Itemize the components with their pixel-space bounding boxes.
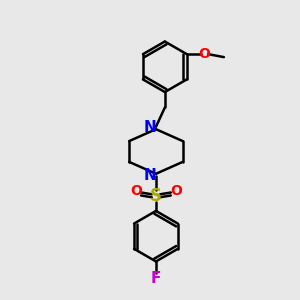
Text: O: O	[130, 184, 142, 198]
Text: N: N	[144, 168, 156, 183]
Text: O: O	[199, 47, 211, 61]
Text: F: F	[151, 271, 161, 286]
Text: N: N	[144, 120, 156, 135]
Text: S: S	[150, 187, 162, 205]
Text: O: O	[170, 184, 182, 198]
